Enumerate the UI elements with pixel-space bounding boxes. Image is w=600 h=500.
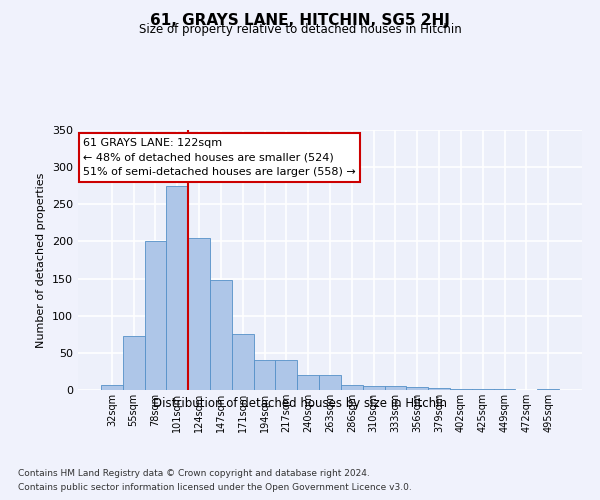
Text: 61 GRAYS LANE: 122sqm
← 48% of detached houses are smaller (524)
51% of semi-det: 61 GRAYS LANE: 122sqm ← 48% of detached … [83, 138, 356, 177]
Bar [145, 242, 166, 390]
Text: Size of property relative to detached houses in Hitchin: Size of property relative to detached ho… [139, 22, 461, 36]
Bar [385, 386, 406, 390]
Bar [319, 375, 341, 390]
Text: 61, GRAYS LANE, HITCHIN, SG5 2HJ: 61, GRAYS LANE, HITCHIN, SG5 2HJ [150, 12, 450, 28]
Text: Contains HM Land Registry data © Crown copyright and database right 2024.: Contains HM Land Registry data © Crown c… [18, 468, 370, 477]
Bar [297, 375, 319, 390]
Bar [210, 280, 232, 390]
Y-axis label: Number of detached properties: Number of detached properties [37, 172, 46, 348]
Text: Contains public sector information licensed under the Open Government Licence v3: Contains public sector information licen… [18, 484, 412, 492]
Bar [450, 388, 472, 390]
Bar [166, 186, 188, 390]
Bar [254, 360, 275, 390]
Bar [406, 387, 428, 390]
Bar [275, 360, 297, 390]
Bar [472, 388, 494, 390]
Bar [101, 385, 123, 390]
Bar [363, 386, 385, 390]
Bar [537, 388, 559, 390]
Bar [232, 334, 254, 390]
Bar [123, 336, 145, 390]
Text: Distribution of detached houses by size in Hitchin: Distribution of detached houses by size … [153, 398, 447, 410]
Bar [428, 388, 450, 390]
Bar [188, 238, 210, 390]
Bar [341, 385, 363, 390]
